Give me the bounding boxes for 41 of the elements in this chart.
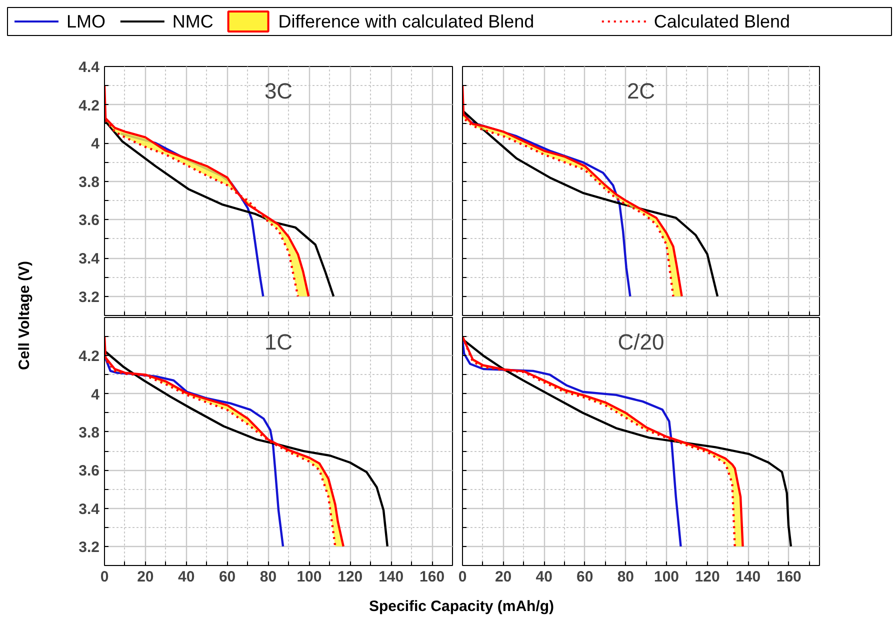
y-axis-title: Cell Voltage (V) [16,261,33,370]
x-tick-label: 0 [458,568,467,586]
legend-label: LMO [66,12,106,32]
text: 2C [626,78,656,104]
y-tick-label: 4.2 [78,348,100,366]
y-tick-label: 3.2 [78,538,100,556]
x-tick-label: 60 [218,568,236,586]
y-tick-label: 3.8 [78,174,100,191]
y-tick-label: 4.2 [78,97,100,114]
legend-label: Calculated Blend [654,12,790,32]
x-tick-label: 100 [654,568,680,586]
y-tick-label: 3.4 [78,500,100,518]
x-tick-label: 40 [178,568,195,586]
x-tick-label: 0 [100,568,109,586]
y-tick-label: 3.4 [78,250,100,268]
text: 1C [264,330,293,354]
x-tick-label: 140 [378,568,404,586]
x-tick-label: 80 [260,568,277,586]
legend-label: NMC [172,12,214,32]
y-tick-label: 4 [91,386,100,404]
x-tick-label: 60 [576,568,594,586]
x-tick-label: 80 [617,568,634,586]
x-tick-label: 20 [494,568,512,586]
y-tick-label: 3.6 [78,212,100,230]
y-tick-label: 3.2 [78,288,100,306]
text: 3C [264,78,293,104]
y-tick-label: 4.4 [78,59,100,76]
y-tick-label: 4 [91,136,100,153]
y-tick-label: 3.8 [78,424,100,442]
x-tick-label: 160 [420,568,445,586]
x-tick-label: 120 [338,568,363,586]
x-tick-label: 160 [776,568,802,586]
x-tick-label: 120 [694,568,720,586]
text: C/20 [618,330,664,354]
x-tick-label: 20 [137,568,154,586]
y-tick-label: 3.6 [78,462,100,480]
x-axis-title: Specific Capacity (mAh/g) [368,598,554,615]
legend-label: Difference with calculated Blend [278,12,534,32]
x-tick-label: 40 [536,568,552,586]
x-tick-label: 140 [736,568,761,586]
x-tick-label: 100 [296,568,322,586]
